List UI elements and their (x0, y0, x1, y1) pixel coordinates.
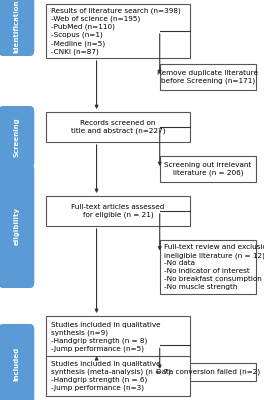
Text: Included: Included (13, 347, 20, 381)
Text: Full-text review and exclusion of
ineligible literature (n = 12)
-No data
-No in: Full-text review and exclusion of inelig… (164, 244, 264, 290)
FancyBboxPatch shape (46, 196, 190, 226)
FancyBboxPatch shape (160, 64, 256, 90)
Text: Data conversion failed (n=2): Data conversion failed (n=2) (156, 368, 260, 375)
Text: Results of literature search (n=398)
-Web of science (n=195)
-PubMed (n=110)
-Sc: Results of literature search (n=398) -We… (51, 7, 181, 55)
Text: Remove duplicate literature
before Screening (n=171): Remove duplicate literature before Scree… (157, 70, 258, 84)
Text: Records screened on
title and abstract (n=227): Records screened on title and abstract (… (71, 120, 165, 134)
Text: eligibility: eligibility (13, 207, 20, 245)
FancyBboxPatch shape (46, 356, 190, 396)
FancyBboxPatch shape (46, 4, 190, 58)
Text: Full-text articles assessed
for eligible (n = 21): Full-text articles assessed for eligible… (72, 204, 165, 218)
FancyBboxPatch shape (0, 0, 34, 56)
Text: Identification: Identification (13, 0, 20, 53)
Text: Studies included in qualitative
synthesis (meta-analysis) (n = 7)
-Handgrip stre: Studies included in qualitative synthesi… (51, 361, 171, 391)
FancyBboxPatch shape (160, 363, 256, 381)
FancyBboxPatch shape (46, 316, 190, 358)
FancyBboxPatch shape (0, 324, 34, 400)
Text: Screening: Screening (13, 117, 20, 157)
Text: Studies included in qualitative
synthesis (n=9)
-Handgrip strength (n = 8)
-Jump: Studies included in qualitative synthesi… (51, 322, 161, 352)
FancyBboxPatch shape (0, 106, 34, 168)
FancyBboxPatch shape (160, 240, 256, 294)
FancyBboxPatch shape (46, 112, 190, 142)
Text: Screening out irrelevant
literature (n = 206): Screening out irrelevant literature (n =… (164, 162, 252, 176)
FancyBboxPatch shape (160, 156, 256, 182)
FancyBboxPatch shape (0, 164, 34, 288)
